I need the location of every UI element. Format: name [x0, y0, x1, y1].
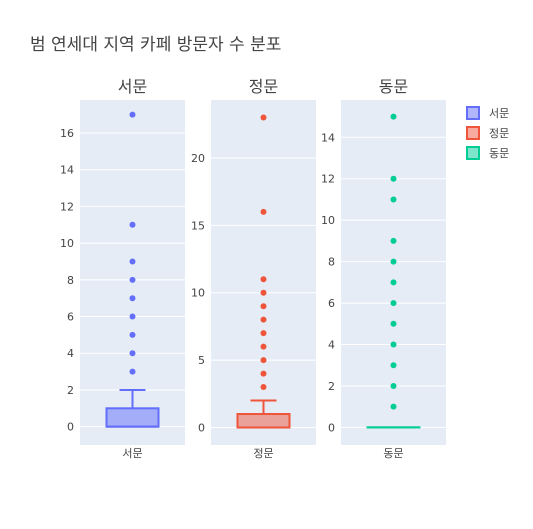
outlier-point[interactable]	[130, 222, 136, 228]
outlier-point[interactable]	[261, 303, 267, 309]
outlier-point[interactable]	[391, 362, 397, 368]
outlier-point[interactable]	[391, 383, 397, 389]
subplot-title: 서문	[118, 77, 147, 96]
x-tick-label: 정문	[253, 447, 273, 460]
legend-swatch	[467, 107, 479, 119]
iqr-box	[107, 408, 159, 426]
y-tick-label: 10	[191, 287, 205, 300]
y-tick-label: 8	[67, 274, 74, 287]
chart-title: 범 연세대 지역 카페 방문자 수 분포	[30, 35, 281, 55]
y-tick-label: 15	[191, 219, 205, 232]
y-tick-label: 6	[67, 311, 74, 324]
y-tick-label: 4	[67, 347, 74, 360]
outlier-point[interactable]	[261, 115, 267, 121]
outlier-point[interactable]	[130, 332, 136, 338]
y-tick-label: 12	[60, 200, 74, 213]
outlier-point[interactable]	[391, 196, 397, 202]
outlier-point[interactable]	[391, 259, 397, 265]
y-tick-label: 14	[321, 131, 335, 144]
outlier-point[interactable]	[391, 300, 397, 306]
y-tick-label: 12	[321, 173, 335, 186]
y-tick-label: 4	[328, 339, 335, 352]
outlier-point[interactable]	[130, 350, 136, 356]
y-tick-label: 16	[60, 127, 74, 140]
legend-label: 정문	[489, 127, 509, 140]
legend-swatch	[467, 127, 479, 139]
legend-label: 동문	[489, 147, 509, 160]
outlier-point[interactable]	[130, 295, 136, 301]
panels-layer: 0246810121416서문서문05101520정문정문02468101214…	[60, 77, 446, 460]
iqr-box	[238, 414, 290, 427]
outlier-point[interactable]	[391, 342, 397, 348]
y-tick-label: 10	[321, 214, 335, 227]
y-tick-label: 2	[67, 384, 74, 397]
y-tick-label: 0	[328, 421, 335, 434]
outlier-point[interactable]	[130, 314, 136, 320]
outlier-point[interactable]	[261, 344, 267, 350]
subplot-title: 정문	[249, 77, 278, 96]
legend-item-정문[interactable]: 정문	[467, 127, 509, 140]
outlier-point[interactable]	[391, 176, 397, 182]
legend-swatch	[467, 147, 479, 159]
legend-item-동문[interactable]: 동문	[467, 147, 509, 160]
outlier-point[interactable]	[261, 371, 267, 377]
outlier-point[interactable]	[261, 290, 267, 296]
outlier-point[interactable]	[391, 321, 397, 327]
plot-background	[341, 100, 446, 445]
legend-item-서문[interactable]: 서문	[467, 107, 509, 120]
outlier-point[interactable]	[130, 112, 136, 118]
outlier-point[interactable]	[130, 258, 136, 264]
y-tick-label: 5	[198, 354, 205, 367]
outlier-point[interactable]	[261, 209, 267, 215]
outlier-point[interactable]	[261, 276, 267, 282]
outlier-point[interactable]	[261, 317, 267, 323]
outlier-point[interactable]	[130, 369, 136, 375]
y-tick-label: 14	[60, 164, 74, 177]
outlier-point[interactable]	[261, 357, 267, 363]
y-tick-label: 20	[191, 152, 205, 165]
outlier-point[interactable]	[391, 114, 397, 120]
legend-label: 서문	[489, 107, 509, 120]
outlier-point[interactable]	[130, 277, 136, 283]
outlier-point[interactable]	[391, 404, 397, 410]
plot-background	[211, 100, 316, 445]
y-tick-label: 2	[328, 380, 335, 393]
x-tick-label: 서문	[122, 447, 142, 460]
x-tick-label: 동문	[383, 447, 403, 460]
subplot-title: 동문	[379, 77, 408, 96]
outlier-point[interactable]	[261, 330, 267, 336]
outlier-point[interactable]	[391, 279, 397, 285]
outlier-point[interactable]	[391, 238, 397, 244]
outlier-point[interactable]	[261, 384, 267, 390]
y-tick-label: 8	[328, 256, 335, 269]
y-tick-label: 0	[198, 421, 205, 434]
y-tick-label: 6	[328, 297, 335, 310]
y-tick-label: 10	[60, 237, 74, 250]
y-tick-label: 0	[67, 421, 74, 434]
